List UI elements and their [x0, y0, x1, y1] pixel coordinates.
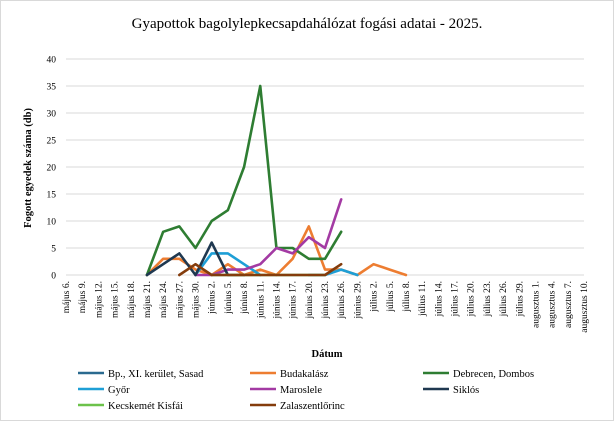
- y-tick-label: 25: [47, 137, 57, 147]
- x-tick-label: július 23.: [483, 281, 493, 317]
- x-tick-label: július 2.: [370, 281, 380, 313]
- gridlines: [66, 58, 584, 276]
- legend-label-3: Győr: [108, 385, 130, 396]
- x-tick-label: július 14.: [434, 281, 444, 317]
- x-tick-label: augusztus 7.: [564, 281, 574, 328]
- y-tick-label: 40: [47, 56, 57, 66]
- x-tick-label: május 21.: [143, 281, 153, 318]
- series-line-2: [145, 84, 343, 277]
- y-axis-ticks: 0 5 10 15 20 25 30 35 40: [47, 56, 57, 282]
- x-tick-label: augusztus 1.: [531, 281, 541, 328]
- x-axis-ticks: május 6. május 9. május 12. május 15. május …: [62, 281, 590, 333]
- y-tick-label: 15: [47, 191, 57, 201]
- series-line-4: [194, 198, 343, 277]
- x-tick-label: május 27.: [175, 281, 185, 318]
- x-tick-label: május 12.: [94, 281, 104, 318]
- legend-label-1: Budakalász: [280, 369, 329, 380]
- x-tick-label: május 6.: [62, 281, 72, 313]
- y-tick-label: 0: [51, 272, 56, 282]
- y-tick-label: 35: [47, 83, 57, 93]
- y-tick-label: 20: [47, 164, 57, 174]
- x-tick-label: július 17.: [451, 281, 461, 317]
- x-tick-label: július 29.: [515, 281, 525, 317]
- x-tick-label: július 26.: [499, 281, 509, 317]
- legend-label-7: Zalaszentlőrinc: [280, 401, 345, 412]
- legend: Bp., XI. kerület, Sasad Budakalász Debrece…: [78, 369, 534, 412]
- x-tick-label: július 8.: [402, 281, 412, 313]
- x-tick-label: május 24.: [159, 281, 169, 318]
- chart-title: Gyapottok bagolylepkecsapdahálózat fogás…: [132, 16, 483, 32]
- legend-label-4: Maroslele: [280, 385, 322, 396]
- x-tick-label: május 15.: [111, 281, 121, 318]
- series-lines: [145, 84, 408, 277]
- x-tick-label: július 5.: [386, 281, 396, 313]
- x-tick-label: június 2.: [208, 281, 218, 315]
- series-line-7: [178, 262, 343, 277]
- x-tick-label: június 23.: [321, 281, 331, 319]
- legend-label-0: Bp., XI. kerület, Sasad: [108, 369, 204, 380]
- x-tick-label: június 29.: [353, 281, 363, 319]
- x-tick-label: június 17.: [289, 281, 299, 319]
- x-tick-label: augusztus 4.: [548, 281, 558, 328]
- y-tick-label: 30: [47, 110, 57, 120]
- y-axis-title: Fogott egyedek száma (db): [23, 108, 34, 228]
- x-tick-label: május 18.: [127, 281, 137, 318]
- x-tick-label: július 11.: [418, 281, 428, 317]
- x-tick-label: augusztus 10.: [580, 281, 590, 333]
- x-tick-label: június 14.: [272, 281, 282, 319]
- y-tick-label: 5: [51, 245, 56, 255]
- y-tick-label: 10: [47, 218, 57, 228]
- x-tick-label: május 30.: [192, 281, 202, 318]
- x-tick-label: június 11.: [256, 281, 266, 319]
- x-tick-label: június 5.: [224, 281, 234, 315]
- x-axis-title: Dátum: [312, 349, 343, 360]
- legend-label-2: Debrecen, Dombos: [453, 369, 534, 380]
- x-tick-label: július 20.: [467, 281, 477, 317]
- legend-label-6: Kecskemét Kisfái: [108, 401, 183, 412]
- x-tick-label: június 26.: [337, 281, 347, 319]
- x-tick-label: június 8.: [240, 281, 250, 315]
- x-tick-label: június 20.: [305, 281, 315, 319]
- x-tick-label: május 9.: [78, 281, 88, 313]
- legend-label-5: Siklós: [453, 385, 479, 396]
